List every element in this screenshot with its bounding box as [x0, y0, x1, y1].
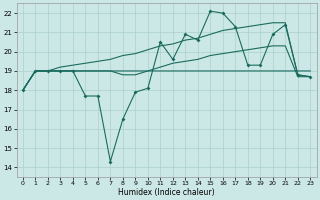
X-axis label: Humidex (Indice chaleur): Humidex (Indice chaleur): [118, 188, 215, 197]
